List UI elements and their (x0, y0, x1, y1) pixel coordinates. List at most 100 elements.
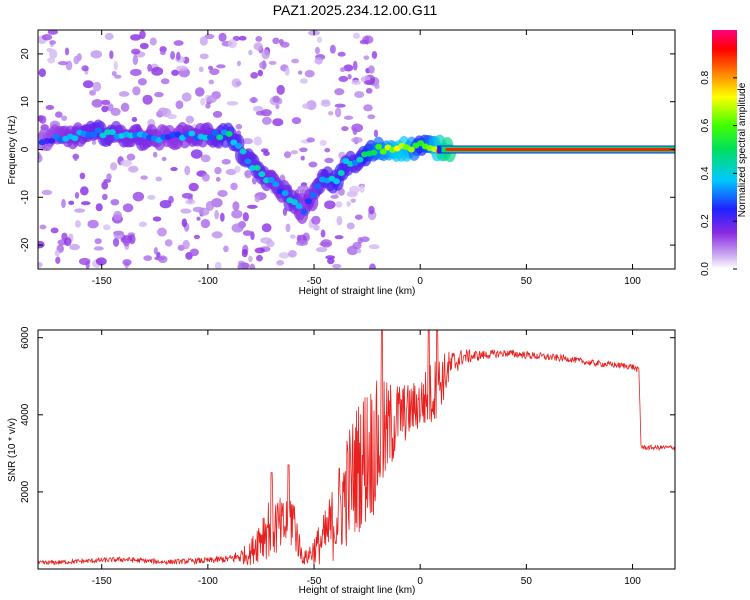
ridge-core (178, 134, 186, 141)
noise-blob (289, 234, 296, 239)
noise-blob (363, 55, 370, 60)
noise-blob (367, 114, 376, 120)
noise-blob (79, 186, 89, 196)
noise-blob (87, 219, 99, 229)
noise-blob (352, 32, 361, 39)
noise-blob (268, 60, 277, 65)
noise-blob (236, 60, 241, 67)
noise-blob (275, 104, 280, 110)
snr-y-ticks: 2000 4000 6000 (20, 326, 675, 503)
noise-blob (235, 81, 242, 86)
noise-blob (149, 37, 157, 46)
noise-blob (205, 200, 215, 211)
noise-blob (284, 67, 290, 76)
noise-blob (151, 66, 164, 76)
noise-blob (291, 58, 300, 64)
noise-blob (214, 209, 219, 220)
noise-blob (214, 166, 222, 175)
noise-blob (298, 70, 303, 75)
noise-blob (347, 73, 352, 80)
noise-blob (334, 103, 346, 108)
noise-blob (176, 51, 181, 61)
noise-blob (122, 259, 132, 266)
noise-blob (320, 239, 333, 248)
colorbar-tick-label: 0.2 (700, 214, 711, 228)
colorbar: 0.0 0.2 0.4 0.6 0.8 Normalized spectral ampl… (700, 30, 748, 276)
noise-blob (350, 198, 356, 203)
colorbar-tick-label: 0.0 (700, 262, 711, 276)
noise-blob (341, 126, 349, 132)
noise-blob (205, 103, 211, 109)
spectrogram-x-tick-label: 0 (417, 276, 423, 287)
noise-blob (182, 239, 190, 250)
noise-blob (139, 42, 149, 50)
noise-blob (113, 60, 118, 71)
ridge-core (370, 149, 378, 156)
spectrogram-x-axis-label: Height of straight line (km) (299, 286, 416, 297)
noise-blob (157, 255, 168, 264)
noise-blob (217, 190, 228, 197)
ridge-core (407, 146, 415, 153)
noise-blob (143, 255, 153, 262)
spectrogram-y-axis-label: Frequency (Hz) (7, 116, 18, 185)
noise-blob (192, 206, 205, 213)
noise-blob (359, 185, 365, 193)
noise-blob (225, 168, 237, 176)
ridge-core (295, 203, 303, 210)
noise-blob (221, 158, 231, 165)
spectrogram-y-ticks: -20 -10 0 10 20 (20, 48, 675, 252)
noise-blob (254, 247, 265, 254)
noise-blob (214, 261, 222, 269)
noise-blob (181, 218, 187, 228)
noise-blob (232, 201, 240, 211)
noise-blob (50, 227, 59, 234)
noise-blob (147, 63, 152, 72)
noise-blob (301, 103, 310, 109)
ridge-core (333, 178, 341, 185)
noise-blob (132, 55, 139, 66)
noise-blob (184, 165, 191, 176)
noise-blob (185, 199, 196, 205)
ridge-core (174, 131, 182, 138)
snr-frame (37, 329, 676, 570)
noise-blob (111, 71, 117, 77)
noise-blob (218, 32, 227, 42)
snr-y-tick-label: 4000 (20, 403, 31, 426)
noise-blob (122, 237, 131, 247)
noise-blob (241, 248, 248, 258)
noise-blob (339, 67, 346, 73)
noise-blob (188, 182, 199, 192)
noise-blob (130, 48, 141, 55)
ridge-core (216, 134, 224, 141)
noise-blob (352, 127, 358, 136)
noise-blob (128, 234, 136, 245)
noise-blob (152, 151, 158, 158)
noise-blob (255, 110, 266, 116)
noise-blob (244, 169, 252, 179)
noise-blob (332, 263, 342, 269)
ridge-core (71, 135, 79, 142)
noise-blob (283, 151, 292, 159)
noise-blob (315, 46, 320, 55)
noise-blob (101, 99, 111, 106)
noise-blob (147, 194, 156, 200)
noise-blob (238, 35, 247, 41)
noise-blob (352, 60, 358, 71)
ridge-core (314, 183, 322, 190)
noise-blob (259, 61, 267, 69)
noise-blob (159, 199, 172, 209)
noise-blob (272, 95, 280, 103)
noise-blob (90, 50, 103, 59)
noise-blob (106, 173, 112, 181)
noise-blob (351, 79, 361, 85)
spectrogram-y-tick-label: -10 (20, 190, 31, 205)
noise-blob (337, 51, 346, 57)
noise-blob (201, 173, 210, 182)
spectrogram-blobs (38, 30, 675, 269)
snr-x-ticks: -150 -100 -50 0 50 100 (92, 330, 641, 587)
noise-blob (102, 193, 108, 201)
noise-blob (103, 224, 111, 231)
noise-blob (104, 32, 114, 41)
noise-blob (110, 107, 121, 116)
